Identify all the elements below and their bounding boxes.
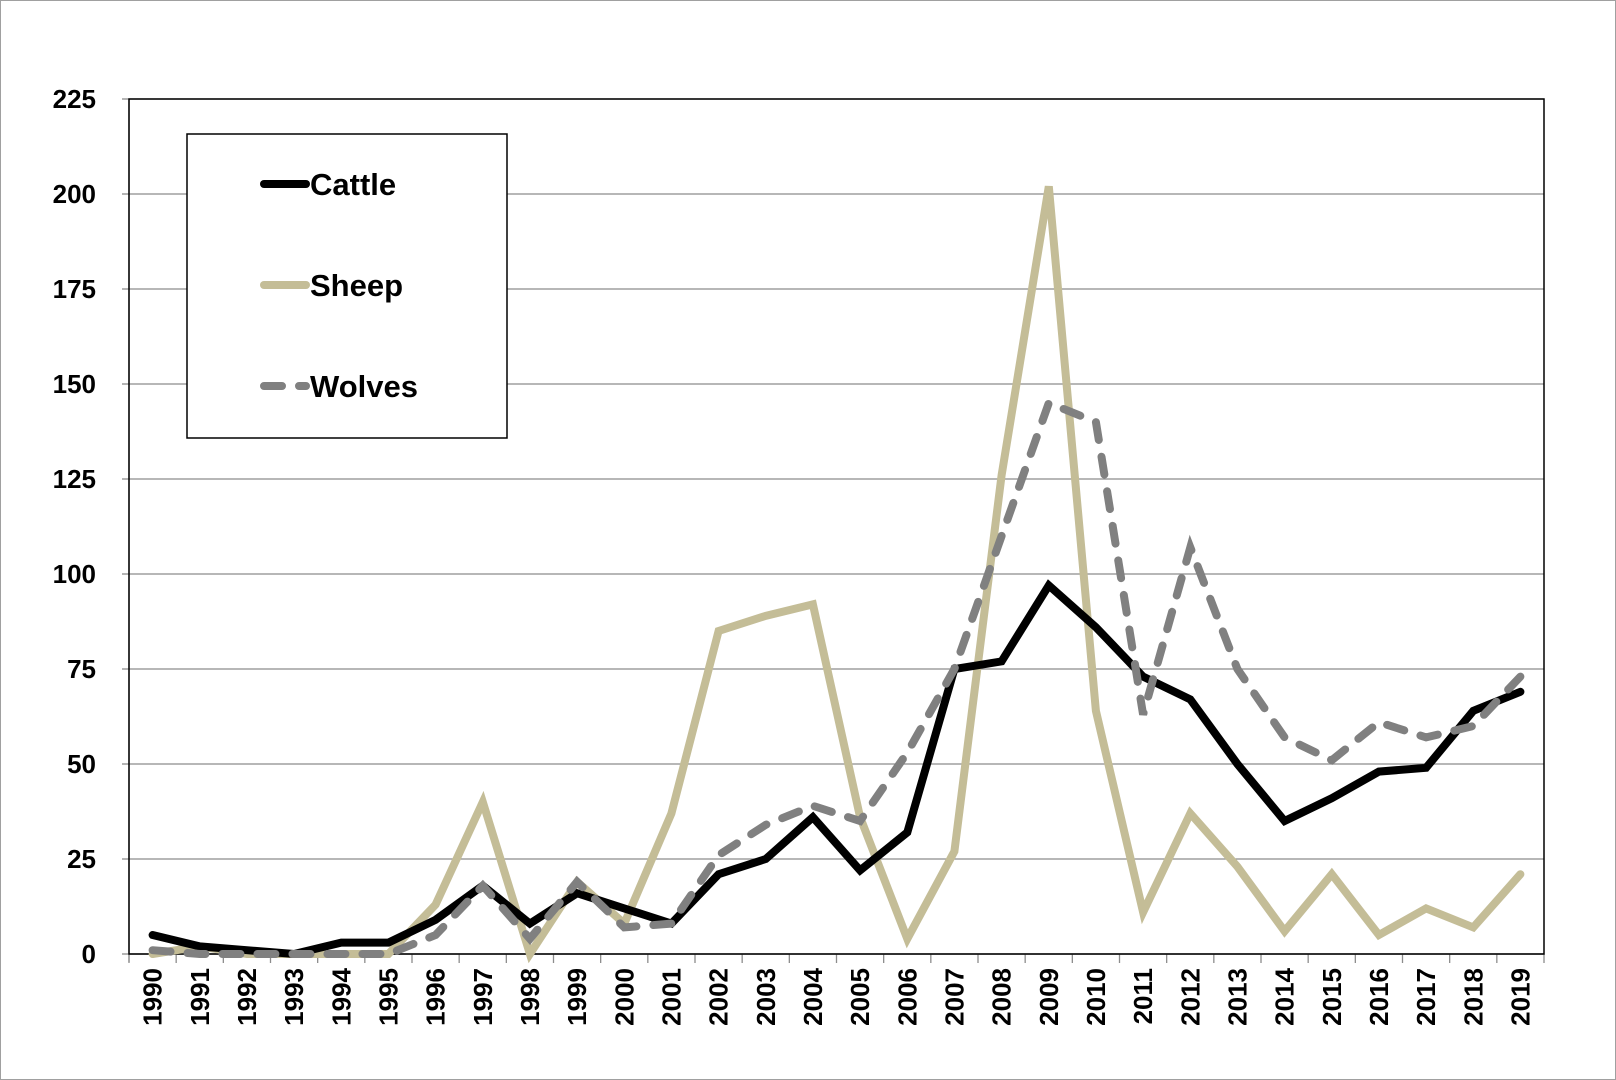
x-tick-label: 2018 xyxy=(1458,968,1488,1026)
x-tick-label: 1997 xyxy=(468,968,498,1026)
y-tick-label: 0 xyxy=(82,939,96,969)
legend-label-sheep: Sheep xyxy=(310,268,403,303)
y-tick-label: 75 xyxy=(67,654,96,684)
x-tick-label: 2013 xyxy=(1222,968,1252,1026)
x-axis: 1990 1991 1992 1993 1994 1995 1996 1997 1998 1999… xyxy=(128,953,1545,1026)
x-tick-label: 1990 xyxy=(138,968,168,1026)
y-tick-label: 125 xyxy=(53,464,96,494)
y-axis: 0 25 50 75 100 125 150 175 200 225 xyxy=(53,84,130,969)
x-tick-label: 1991 xyxy=(185,968,215,1026)
x-tick-label: 2009 xyxy=(1034,968,1064,1026)
x-tick-label: 2000 xyxy=(609,968,639,1026)
x-tick-label: 2012 xyxy=(1175,968,1205,1026)
y-tick-label: 100 xyxy=(53,559,96,589)
x-tick-label: 2014 xyxy=(1270,967,1300,1025)
y-tick-label: 150 xyxy=(53,369,96,399)
y-tick-label: 175 xyxy=(53,274,96,304)
x-tick-label: 2011 xyxy=(1128,968,1158,1024)
legend-label-wolves: Wolves xyxy=(310,369,418,404)
y-tick-label: 200 xyxy=(53,179,96,209)
x-tick-label: 1996 xyxy=(421,968,451,1026)
x-tick-label: 1992 xyxy=(232,968,262,1026)
x-tick-label: 2015 xyxy=(1317,968,1347,1026)
x-tick-label: 2017 xyxy=(1411,968,1441,1026)
x-tick-label: 1994 xyxy=(326,967,356,1025)
x-tick-label: 1993 xyxy=(279,968,309,1026)
legend: Cattle Sheep Wolves xyxy=(186,133,508,439)
x-tick-label: 1998 xyxy=(515,968,545,1026)
x-tick-label: 2010 xyxy=(1081,968,1111,1026)
series-line-wolves xyxy=(148,397,1525,958)
y-tick-label: 225 xyxy=(53,84,96,114)
legend-label-cattle: Cattle xyxy=(310,167,396,202)
x-tick-label: 2019 xyxy=(1505,968,1535,1026)
x-tick-label: 2006 xyxy=(892,968,922,1026)
x-tick-label: 2005 xyxy=(845,968,875,1026)
x-tick-label: 1999 xyxy=(562,968,592,1026)
x-tick-label: 2004 xyxy=(798,967,828,1025)
x-tick-label: 2003 xyxy=(751,968,781,1026)
x-tick-label: 2001 xyxy=(656,968,686,1026)
y-tick-label: 50 xyxy=(67,749,96,779)
x-tick-label: 1995 xyxy=(373,968,403,1026)
x-tick-label: 2002 xyxy=(704,968,734,1026)
y-tick-label: 25 xyxy=(67,844,96,874)
legend-box xyxy=(186,133,508,439)
plot-area-border xyxy=(128,98,1545,955)
series-line-cattle xyxy=(148,579,1525,959)
series-lines xyxy=(148,185,1525,964)
x-tick-label: 2008 xyxy=(987,968,1017,1026)
x-tick-label: 2016 xyxy=(1364,968,1394,1026)
x-tick-label: 2007 xyxy=(939,968,969,1026)
